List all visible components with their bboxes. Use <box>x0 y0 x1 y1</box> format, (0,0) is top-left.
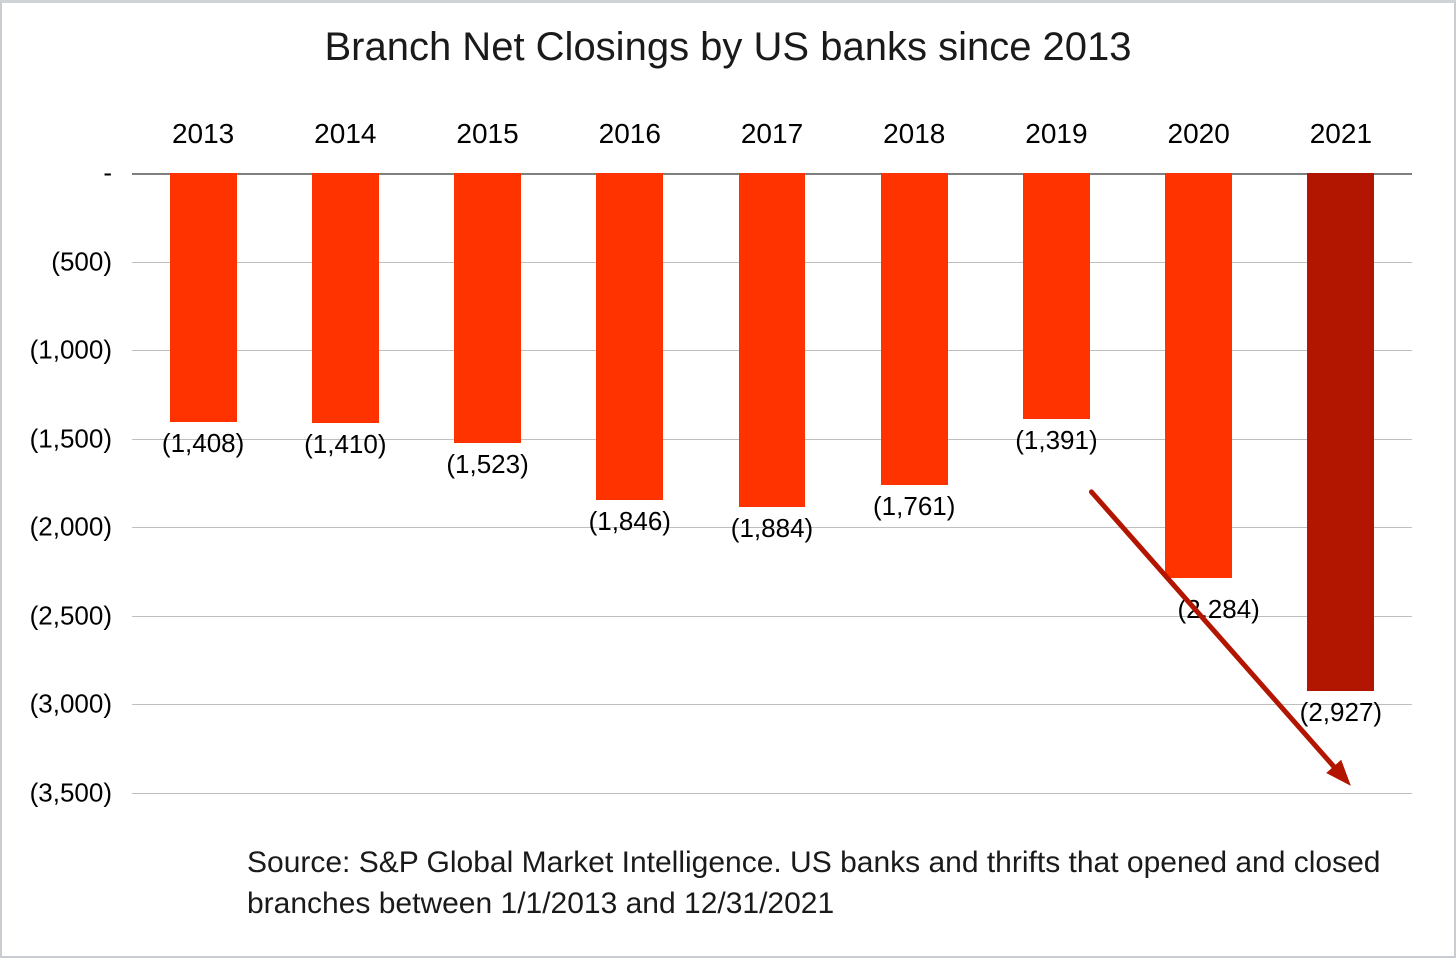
y-tick-label: (1,000) <box>2 335 112 366</box>
bar <box>1165 173 1232 578</box>
category-label: 2019 <box>1025 118 1087 150</box>
data-label: (2,284) <box>1177 594 1259 625</box>
data-label: (2,927) <box>1300 697 1382 728</box>
category-label: 2020 <box>1168 118 1230 150</box>
category-label: 2016 <box>599 118 661 150</box>
category-label: 2017 <box>741 118 803 150</box>
gridline <box>132 793 1412 794</box>
y-tick-label: (500) <box>2 246 112 277</box>
y-tick-label: (3,000) <box>2 689 112 720</box>
data-label: (1,408) <box>162 428 244 459</box>
y-tick-label: - <box>2 158 112 189</box>
bar <box>1023 173 1090 419</box>
bar <box>170 173 237 422</box>
category-label: 2013 <box>172 118 234 150</box>
gridline <box>132 704 1412 705</box>
category-label: 2015 <box>456 118 518 150</box>
bar <box>1307 173 1374 691</box>
data-label: (1,410) <box>304 429 386 460</box>
bar <box>454 173 521 443</box>
bar <box>881 173 948 485</box>
y-tick-label: (1,500) <box>2 423 112 454</box>
y-tick-label: (2,000) <box>2 512 112 543</box>
category-label: 2014 <box>314 118 376 150</box>
category-label: 2021 <box>1310 118 1372 150</box>
data-label: (1,391) <box>1015 425 1097 456</box>
bar <box>312 173 379 423</box>
chart-title: Branch Net Closings by US banks since 20… <box>2 25 1454 70</box>
data-label: (1,846) <box>589 506 671 537</box>
data-label: (1,884) <box>731 513 813 544</box>
y-tick-label: (2,500) <box>2 600 112 631</box>
category-label: 2018 <box>883 118 945 150</box>
source-caption: Source: S&P Global Market Intelligence. … <box>247 843 1384 924</box>
plot-area: -(500)(1,000)(1,500)(2,000)(2,500)(3,000… <box>132 173 1412 793</box>
chart-frame: Branch Net Closings by US banks since 20… <box>0 0 1456 958</box>
y-tick-label: (3,500) <box>2 778 112 809</box>
bar <box>739 173 806 507</box>
bar <box>596 173 663 500</box>
data-label: (1,523) <box>446 449 528 480</box>
data-label: (1,761) <box>873 491 955 522</box>
